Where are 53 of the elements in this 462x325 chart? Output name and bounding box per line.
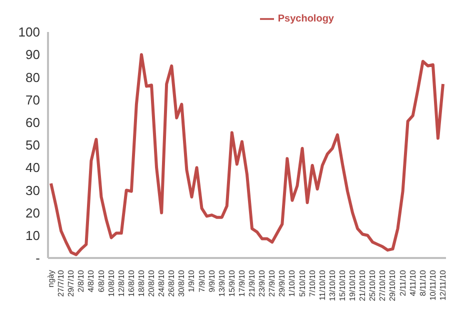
x-tick-label: 12/11/10 xyxy=(438,269,448,301)
y-tick-label: 100 xyxy=(18,24,40,40)
x-tick-label: 4/11/10 xyxy=(408,269,418,296)
x-tick-label: 1/9/10 xyxy=(187,269,196,292)
x-tick-label: 27/9/10 xyxy=(268,269,277,297)
x-tick-label: 11/10/10 xyxy=(318,269,327,301)
x-tick-label: 21/10/10 xyxy=(358,269,368,302)
x-tick-label: 17/9/10 xyxy=(237,269,246,297)
x-tick-label: 27/7/10 xyxy=(56,269,66,297)
y-tick-label: 10 xyxy=(26,228,40,244)
x-tick-label: 10/8/10 xyxy=(106,269,116,297)
x-tick-label: 2/8/10 xyxy=(76,269,86,292)
x-tick-label: 29/10/10 xyxy=(388,269,398,302)
x-tick-label: 18/8/10 xyxy=(136,269,146,297)
y-tick-label: 90 xyxy=(26,47,40,62)
x-tick-label: 30/8/10 xyxy=(177,269,186,297)
y-tick-label: 30 xyxy=(26,182,40,198)
x-tick-label: 7/10/10 xyxy=(308,269,317,297)
y-tick-label: 50 xyxy=(26,138,40,153)
x-tick-label: 20/8/10 xyxy=(147,269,156,297)
y-tick-label: 70 xyxy=(26,92,40,108)
x-tick-label: 26/8/10 xyxy=(167,269,176,297)
x-tick-label: 25/10/10 xyxy=(368,269,378,302)
x-tick-label: 15/10/10 xyxy=(338,269,347,302)
x-tick-label: 21/9/10 xyxy=(248,269,257,297)
x-tick-label: 8/11/10 xyxy=(418,269,428,296)
x-tick-label: 9/9/10 xyxy=(207,269,216,292)
x-tick-label: 13/9/10 xyxy=(217,269,226,297)
x-tick-label: ngày xyxy=(46,270,56,288)
y-tick-label: 20 xyxy=(26,205,40,220)
x-tick-label: 19/10/10 xyxy=(348,269,358,302)
x-tick-label: 27/10/10 xyxy=(378,269,388,302)
line-series xyxy=(50,53,444,256)
x-tick-label: 29/9/10 xyxy=(278,269,287,297)
x-tick-label: 29/7/10 xyxy=(66,269,76,297)
x-tick-label: 12/8/10 xyxy=(116,269,126,297)
x-tick-label: 23/9/10 xyxy=(258,269,267,297)
x-tick-label: 24/8/10 xyxy=(157,269,166,297)
x-tick-label: 5/10/10 xyxy=(298,269,307,297)
y-tick-label: - xyxy=(36,250,40,266)
y-tick-label: 60 xyxy=(26,115,40,130)
x-tick-label: 1/10/10 xyxy=(288,269,297,297)
legend-label: Psychology xyxy=(278,14,334,25)
x-tick-label: 15/9/10 xyxy=(227,269,236,297)
x-tick-label: 16/8/10 xyxy=(126,269,136,297)
y-tick-label: 80 xyxy=(26,70,40,85)
x-tick-label: 4/8/10 xyxy=(86,269,96,292)
x-tick-label: 6/8/10 xyxy=(96,269,106,292)
x-tick-label: 10/11/10 xyxy=(428,269,438,301)
x-tick-label: 7/9/10 xyxy=(197,269,206,292)
y-tick-label: 40 xyxy=(26,160,40,176)
x-tick-label: 2/11/10 xyxy=(398,269,408,296)
x-tick-label: 13/10/10 xyxy=(328,269,337,302)
